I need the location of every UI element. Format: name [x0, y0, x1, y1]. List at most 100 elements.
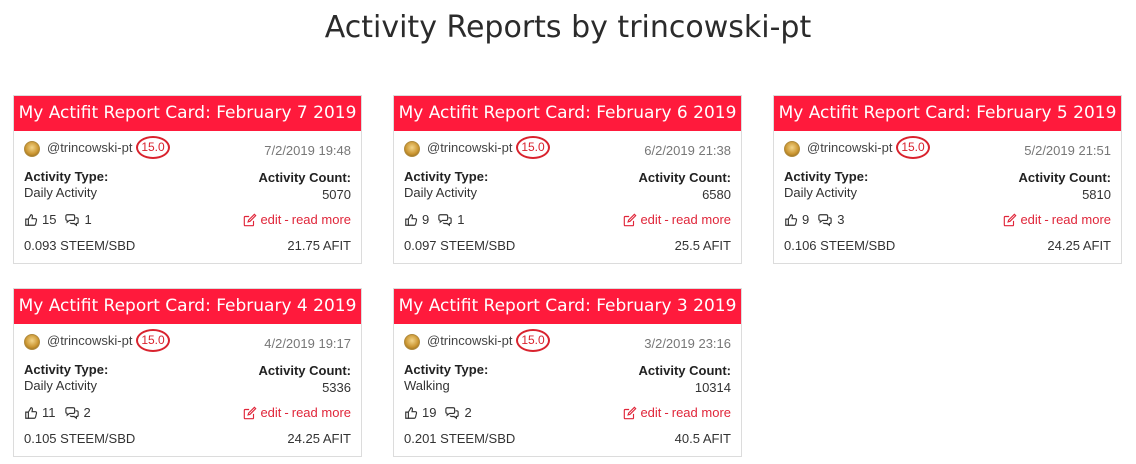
reward-value: 0.097 STEEM/SBD — [404, 238, 516, 253]
activity-type-value: Daily Activity — [404, 185, 477, 200]
card-title[interactable]: My Actifit Report Card: February 7 2019 — [14, 96, 361, 131]
card-title[interactable]: My Actifit Report Card: February 5 2019 — [774, 96, 1121, 131]
card-title[interactable]: My Actifit Report Card: February 3 2019 — [394, 289, 741, 324]
username-link[interactable]: @trincowski-pt — [427, 140, 513, 155]
edit-link[interactable]: edit — [640, 212, 662, 227]
reputation-badge: 15.0 — [516, 136, 550, 159]
post-date: 3/2/2019 23:16 — [644, 336, 731, 351]
comment-count: 1 — [84, 212, 92, 227]
activity-type-value: Walking — [404, 378, 450, 393]
avatar[interactable] — [24, 141, 40, 157]
edit-link[interactable]: edit — [1020, 212, 1042, 227]
activity-count-label: Activity Count: — [638, 363, 731, 378]
edit-icon[interactable] — [623, 406, 640, 420]
activity-count-value: 6580 — [702, 187, 731, 202]
activity-type-label: Activity Type: — [24, 362, 109, 377]
activity-type-label: Activity Type: — [24, 169, 109, 184]
post-date: 7/2/2019 19:48 — [264, 143, 351, 158]
card-body: @trincowski-pt 15.0 6/2/2019 21:38 Activ… — [394, 131, 741, 264]
card-actions: edit - read more — [243, 212, 351, 227]
activity-type-label: Activity Type: — [404, 169, 489, 184]
afit-value: 25.5 AFIT — [674, 238, 731, 253]
reputation-badge: 15.0 — [516, 329, 550, 352]
page-title: Activity Reports by trincowski-pt — [324, 10, 812, 45]
edit-link[interactable]: edit — [260, 405, 282, 420]
reward-value: 0.093 STEEM/SBD — [24, 238, 136, 253]
post-date: 5/2/2019 21:51 — [1024, 143, 1111, 158]
avatar[interactable] — [404, 141, 420, 157]
post-stats: 9 3 — [784, 212, 852, 227]
activity-type-value: Daily Activity — [24, 185, 97, 200]
username-link[interactable]: @trincowski-pt — [47, 333, 133, 348]
comments-icon[interactable] — [437, 213, 453, 227]
username-link[interactable]: @trincowski-pt — [807, 140, 893, 155]
username-link[interactable]: @trincowski-pt — [427, 333, 513, 348]
avatar[interactable] — [784, 141, 800, 157]
post-date: 6/2/2019 21:38 — [644, 143, 731, 158]
thumbs-up-icon[interactable] — [24, 406, 38, 420]
reputation-badge: 15.0 — [896, 136, 930, 159]
report-card: My Actifit Report Card: February 5 2019 … — [773, 95, 1122, 264]
read-more-link[interactable]: read more — [671, 212, 731, 227]
comments-icon[interactable] — [64, 213, 80, 227]
vote-count: 15 — [42, 212, 57, 227]
comment-count: 2 — [464, 405, 472, 420]
card-actions: edit - read more — [243, 405, 351, 420]
comment-count: 1 — [457, 212, 465, 227]
reputation-badge: 15.0 — [136, 329, 170, 352]
comment-count: 3 — [837, 212, 845, 227]
card-body: @trincowski-pt 15.0 4/2/2019 19:17 Activ… — [14, 324, 361, 457]
read-more-link[interactable]: read more — [291, 212, 351, 227]
reputation-badge: 15.0 — [136, 136, 170, 159]
card-body: @trincowski-pt 15.0 5/2/2019 21:51 Activ… — [774, 131, 1121, 264]
post-date: 4/2/2019 19:17 — [264, 336, 351, 351]
activity-type-label: Activity Type: — [784, 169, 869, 184]
activity-count-value: 5070 — [322, 187, 351, 202]
card-title[interactable]: My Actifit Report Card: February 6 2019 — [394, 96, 741, 131]
reward-value: 0.106 STEEM/SBD — [784, 238, 896, 253]
vote-count: 9 — [422, 212, 430, 227]
activity-count-value: 5336 — [322, 380, 351, 395]
avatar[interactable] — [404, 334, 420, 350]
vote-count: 9 — [802, 212, 810, 227]
edit-link[interactable]: edit — [260, 212, 282, 227]
avatar[interactable] — [24, 334, 40, 350]
comments-icon[interactable] — [817, 213, 833, 227]
thumbs-up-icon[interactable] — [24, 213, 38, 227]
report-card: My Actifit Report Card: February 4 2019 … — [13, 288, 362, 457]
edit-icon[interactable] — [623, 213, 640, 227]
username-link[interactable]: @trincowski-pt — [47, 140, 133, 155]
activity-count-value: 10314 — [694, 380, 731, 395]
read-more-link[interactable]: read more — [671, 405, 731, 420]
read-more-link[interactable]: read more — [291, 405, 351, 420]
edit-link[interactable]: edit — [640, 405, 662, 420]
thumbs-up-icon[interactable] — [784, 213, 798, 227]
card-actions: edit - read more — [1003, 212, 1111, 227]
card-actions: edit - read more — [623, 212, 731, 227]
activity-count-value: 5810 — [1082, 187, 1111, 202]
actions-separator: - — [1044, 212, 1049, 227]
thumbs-up-icon[interactable] — [404, 213, 418, 227]
read-more-link[interactable]: read more — [1051, 212, 1111, 227]
afit-value: 40.5 AFIT — [674, 431, 731, 446]
edit-icon[interactable] — [243, 213, 260, 227]
activity-count-label: Activity Count: — [258, 170, 351, 185]
actions-separator: - — [284, 405, 289, 420]
comments-icon[interactable] — [444, 406, 460, 420]
comments-icon[interactable] — [64, 406, 80, 420]
post-stats: 19 2 — [404, 405, 480, 420]
edit-icon[interactable] — [243, 406, 260, 420]
actions-separator: - — [664, 212, 669, 227]
activity-type-label: Activity Type: — [404, 362, 489, 377]
edit-icon[interactable] — [1003, 213, 1020, 227]
afit-value: 24.25 AFIT — [1047, 238, 1111, 253]
card-body: @trincowski-pt 15.0 7/2/2019 19:48 Activ… — [14, 131, 361, 264]
vote-count: 19 — [422, 405, 437, 420]
activity-type-value: Daily Activity — [784, 185, 857, 200]
report-card: My Actifit Report Card: February 6 2019 … — [393, 95, 742, 264]
post-stats: 9 1 — [404, 212, 472, 227]
card-title[interactable]: My Actifit Report Card: February 4 2019 — [14, 289, 361, 324]
actions-separator: - — [664, 405, 669, 420]
thumbs-up-icon[interactable] — [404, 406, 418, 420]
post-stats: 11 2 — [24, 405, 99, 420]
